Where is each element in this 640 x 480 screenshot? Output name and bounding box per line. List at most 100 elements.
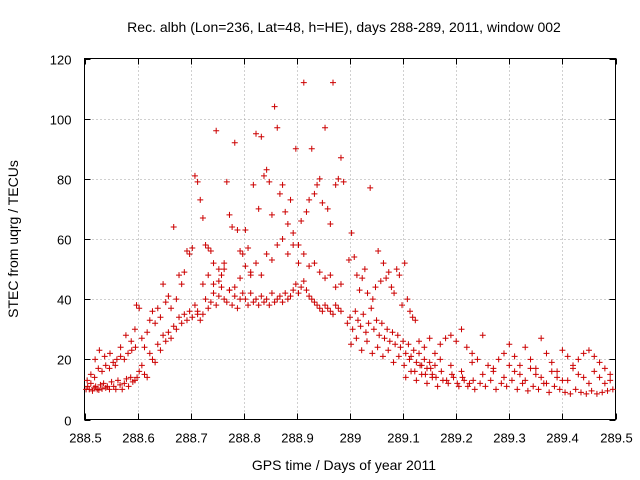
data-point bbox=[455, 383, 462, 390]
data-point bbox=[490, 365, 497, 372]
data-point bbox=[162, 299, 169, 306]
data-point bbox=[316, 175, 323, 182]
data-point bbox=[442, 335, 449, 342]
data-point bbox=[215, 278, 222, 285]
x-tick-label: 289 bbox=[340, 431, 362, 446]
data-point bbox=[400, 338, 407, 345]
data-point bbox=[284, 251, 291, 258]
data-point bbox=[176, 272, 183, 279]
chart-title: Rec. albh (Lon=236, Lat=48, h=HE), days … bbox=[127, 19, 561, 35]
data-point bbox=[247, 269, 254, 276]
data-point bbox=[92, 383, 99, 390]
data-point bbox=[136, 305, 143, 312]
data-point bbox=[493, 386, 500, 393]
data-point bbox=[242, 226, 249, 233]
data-point bbox=[308, 145, 315, 152]
data-point bbox=[357, 323, 364, 330]
data-point bbox=[197, 196, 204, 203]
data-point bbox=[298, 217, 305, 224]
data-point bbox=[370, 326, 377, 333]
data-point bbox=[144, 374, 151, 381]
data-point bbox=[183, 248, 190, 255]
data-point bbox=[470, 377, 477, 384]
y-tick-label: 100 bbox=[50, 113, 72, 128]
data-point bbox=[311, 299, 318, 306]
data-point bbox=[121, 380, 128, 387]
data-point bbox=[117, 344, 124, 351]
data-point bbox=[319, 199, 326, 206]
data-point bbox=[485, 362, 492, 369]
y-tick-label: 120 bbox=[50, 53, 72, 68]
data-point bbox=[106, 350, 113, 357]
data-point bbox=[418, 371, 425, 378]
data-point bbox=[348, 229, 355, 236]
x-tick-label: 289.4 bbox=[546, 431, 579, 446]
data-point bbox=[290, 287, 297, 294]
data-point bbox=[408, 353, 415, 360]
data-point bbox=[165, 293, 172, 300]
data-point bbox=[519, 380, 526, 387]
data-point bbox=[274, 296, 281, 303]
data-point bbox=[396, 272, 403, 279]
data-point bbox=[413, 359, 420, 366]
data-point bbox=[469, 359, 476, 366]
data-point bbox=[367, 184, 374, 191]
data-point bbox=[588, 387, 595, 394]
data-point bbox=[570, 365, 577, 372]
data-point bbox=[407, 308, 414, 315]
data-point bbox=[106, 386, 113, 393]
data-point bbox=[89, 387, 96, 394]
data-point bbox=[562, 389, 569, 396]
data-point bbox=[239, 290, 246, 297]
data-point bbox=[345, 257, 352, 264]
data-point bbox=[459, 374, 466, 381]
data-point bbox=[511, 368, 518, 375]
data-point bbox=[324, 305, 331, 312]
data-point bbox=[348, 341, 355, 348]
data-point bbox=[205, 305, 212, 312]
data-point bbox=[247, 290, 254, 297]
data-point bbox=[322, 302, 329, 309]
data-point bbox=[266, 178, 273, 185]
data-point bbox=[189, 314, 196, 321]
data-point bbox=[229, 223, 236, 230]
data-point bbox=[399, 302, 406, 309]
data-point bbox=[593, 390, 600, 397]
data-point bbox=[392, 341, 399, 348]
data-point bbox=[389, 329, 396, 336]
data-point bbox=[337, 308, 344, 315]
data-point bbox=[268, 211, 275, 218]
data-point bbox=[186, 251, 193, 258]
data-point bbox=[546, 389, 553, 396]
data-point bbox=[173, 326, 180, 333]
data-point bbox=[290, 242, 297, 249]
data-point bbox=[464, 383, 471, 390]
data-point bbox=[580, 374, 587, 381]
data-point bbox=[131, 326, 138, 333]
data-point bbox=[402, 374, 409, 381]
data-point bbox=[290, 229, 297, 236]
data-point bbox=[596, 359, 603, 366]
data-point bbox=[141, 344, 148, 351]
data-point bbox=[311, 260, 318, 267]
data-point bbox=[607, 377, 614, 384]
data-point bbox=[199, 311, 206, 318]
x-tick-label: 288.6 bbox=[122, 431, 155, 446]
y-tick-label: 20 bbox=[57, 353, 71, 368]
data-point bbox=[157, 314, 164, 321]
data-point bbox=[300, 79, 307, 86]
data-point bbox=[337, 154, 344, 161]
data-point bbox=[134, 374, 141, 381]
data-point bbox=[405, 341, 412, 348]
data-point bbox=[453, 338, 460, 345]
data-point bbox=[388, 284, 395, 291]
data-point bbox=[332, 302, 339, 309]
data-point bbox=[306, 263, 313, 270]
data-point bbox=[96, 347, 103, 354]
data-point bbox=[191, 172, 198, 179]
data-point bbox=[352, 308, 359, 315]
data-point bbox=[527, 365, 534, 372]
data-point bbox=[548, 368, 555, 375]
data-point bbox=[306, 293, 313, 300]
